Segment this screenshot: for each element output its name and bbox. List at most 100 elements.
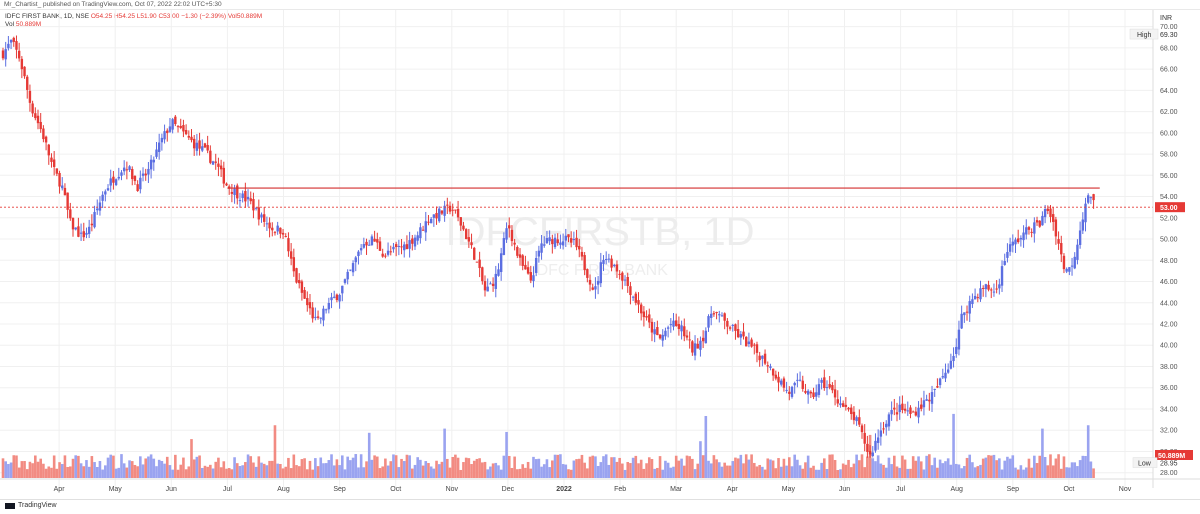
candle-body xyxy=(806,390,810,395)
volume-bar xyxy=(499,469,503,478)
candle-body xyxy=(898,404,901,413)
candle-body xyxy=(529,272,532,281)
volume-bar xyxy=(165,456,169,478)
volume-bar xyxy=(728,465,732,478)
candle-body xyxy=(938,378,942,386)
volume-bar xyxy=(327,460,331,478)
candle-body xyxy=(292,257,296,272)
candle-body xyxy=(736,329,740,338)
candle-body xyxy=(602,259,605,264)
volume-bar xyxy=(532,456,535,478)
candle-body xyxy=(766,365,769,367)
volume-bar xyxy=(1076,466,1079,478)
candle-body xyxy=(755,344,759,353)
candle-body xyxy=(968,301,971,314)
price-tick-label: 28.00 xyxy=(1160,470,1178,477)
candle-body xyxy=(131,168,134,180)
volume-bar xyxy=(141,464,145,478)
time-tick-label: Mar xyxy=(670,486,683,493)
candle-body xyxy=(176,126,180,128)
volume-bar xyxy=(227,467,231,478)
candle-body xyxy=(973,295,977,300)
volume-bar xyxy=(182,457,185,478)
high-label: High xyxy=(1137,32,1152,39)
volume-bar xyxy=(693,469,697,478)
volume-bar xyxy=(521,464,525,478)
volume-bar xyxy=(55,468,59,478)
price-tick-label: 60.00 xyxy=(1160,130,1178,137)
volume-bar xyxy=(858,460,861,478)
time-axis[interactable]: Apr May Jun Jul Aug Sep Oct Nov Dec 2022 Feb Mar Apr… xyxy=(0,478,1200,493)
candle-body xyxy=(7,43,10,49)
candle-body xyxy=(699,340,702,350)
candle-body xyxy=(47,144,50,156)
candle-body xyxy=(941,376,944,378)
volume-bar xyxy=(529,468,533,478)
volume-bar xyxy=(844,464,848,478)
volume-bar xyxy=(7,464,10,478)
candle-body xyxy=(1035,220,1039,223)
volume-bar xyxy=(324,463,328,478)
candle-body xyxy=(710,313,713,318)
volume-bar xyxy=(790,466,794,478)
candle-body xyxy=(486,286,489,292)
candle-body xyxy=(443,205,446,216)
candle-body xyxy=(556,239,559,244)
candle-body xyxy=(914,411,918,416)
time-tick-label: Apr xyxy=(54,486,66,493)
price-tick-label: 58.00 xyxy=(1160,152,1178,159)
candle-body xyxy=(607,258,611,260)
volume-bar xyxy=(1016,469,1020,478)
candle-body xyxy=(483,281,487,291)
candle-body xyxy=(1016,238,1020,243)
time-tick-label: Jul xyxy=(223,486,232,493)
volume-bar xyxy=(287,457,290,478)
volume-bar xyxy=(1046,465,1050,478)
volume-bar xyxy=(1073,462,1077,478)
candle-body xyxy=(1033,222,1036,234)
candle-body xyxy=(112,176,115,183)
candle-body xyxy=(860,425,864,433)
candle-body xyxy=(351,263,355,273)
candle-body xyxy=(925,399,928,401)
volume-bar xyxy=(429,466,433,478)
volume-bars xyxy=(1,413,1095,478)
candle-body xyxy=(163,131,166,140)
candle-body xyxy=(618,273,621,275)
candle-body xyxy=(263,214,266,222)
candle-body xyxy=(475,261,479,263)
volume-bar xyxy=(47,466,51,478)
candle-body xyxy=(691,341,694,353)
price-chart[interactable]: IDFCFIRSTB, 1D IDFC FIRST BANK INR28.003… xyxy=(0,10,1200,499)
price-tick-label: 48.00 xyxy=(1160,258,1178,265)
candle-body xyxy=(306,298,309,306)
candle-body xyxy=(464,229,468,240)
price-tick-label: 50.00 xyxy=(1160,237,1178,244)
volume-bar xyxy=(308,460,312,478)
volume-bar xyxy=(12,455,16,478)
candle-body xyxy=(106,188,110,191)
candle-body xyxy=(160,137,164,143)
volume-bar xyxy=(133,464,137,478)
price-tick-label: 70.00 xyxy=(1160,24,1178,31)
time-tick-label: 2022 xyxy=(556,486,572,493)
candle-body xyxy=(976,297,979,299)
volume-bar xyxy=(976,466,980,478)
candle-body xyxy=(998,284,1001,289)
volume-bar xyxy=(163,463,166,478)
candle-body xyxy=(109,178,112,186)
price-axis[interactable]: INR28.0030.0032.0034.0036.0038.0040.0042… xyxy=(1129,10,1193,488)
candle-body xyxy=(52,159,56,167)
low-label: Low xyxy=(1138,461,1152,468)
volume-bar xyxy=(273,425,277,478)
candle-body xyxy=(82,231,85,238)
volume-bar xyxy=(408,455,411,478)
volume-bar xyxy=(219,467,223,478)
volume-bar xyxy=(257,456,261,478)
volume-bar xyxy=(672,466,675,478)
candle-body xyxy=(882,428,885,430)
volume-bar xyxy=(491,463,495,478)
candle-body xyxy=(429,218,433,224)
candle-body xyxy=(516,247,519,256)
candle-body xyxy=(785,389,788,391)
